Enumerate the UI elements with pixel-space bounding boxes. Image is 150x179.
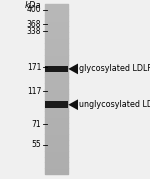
Polygon shape [68,99,78,110]
Text: 55: 55 [32,141,41,149]
Text: 368: 368 [27,20,41,29]
Bar [45,4,68,174]
Text: kDa: kDa [25,1,41,10]
Text: unglycosylated LDLR: unglycosylated LDLR [79,100,150,109]
Text: 71: 71 [32,120,41,129]
Bar [45,66,68,72]
Text: 338: 338 [27,27,41,36]
Bar [45,101,68,108]
Text: 117: 117 [27,87,41,96]
Text: 400: 400 [27,5,41,14]
Text: glycosylated LDLR: glycosylated LDLR [79,64,150,73]
Polygon shape [68,64,78,74]
Text: 171: 171 [27,63,41,72]
